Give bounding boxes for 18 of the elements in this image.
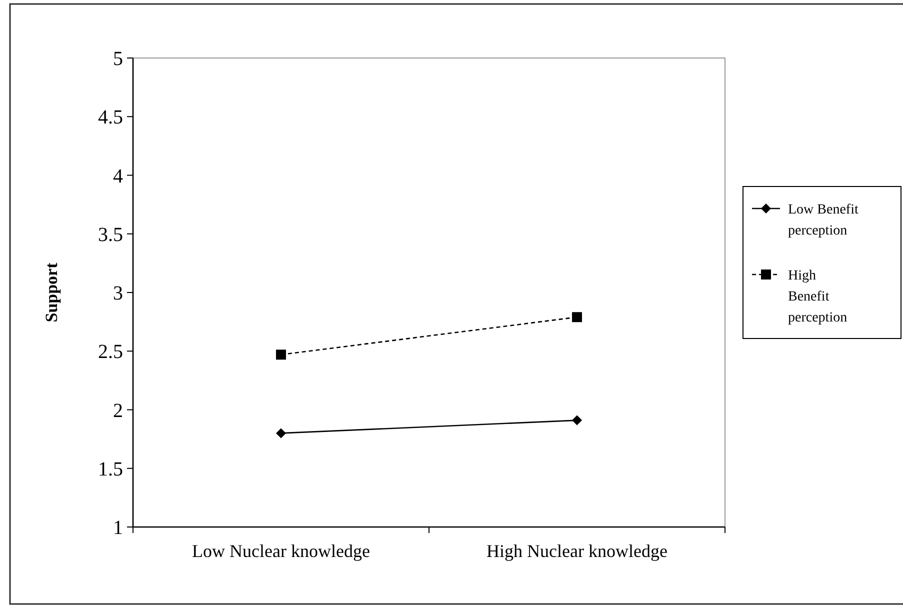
x-tick-label: High Nuclear knowledge xyxy=(486,541,668,561)
point xyxy=(276,350,286,360)
y-tick-label: 3 xyxy=(113,282,123,304)
y-axis-title: Support xyxy=(42,262,61,322)
y-tick-label: 3.5 xyxy=(98,224,123,246)
y-tick-label: 4 xyxy=(113,165,123,188)
y-tick-label: 4.5 xyxy=(98,106,123,129)
y-tick-label: 1.5 xyxy=(98,458,123,480)
x-tick-label: Low Nuclear knowledge xyxy=(192,541,370,561)
y-tick-label: 1 xyxy=(113,517,123,539)
y-tick-label: 2.5 xyxy=(98,341,123,364)
legend-label: High Benefit perception xyxy=(788,268,848,326)
point xyxy=(276,428,286,438)
y-tick-label: 2 xyxy=(113,400,123,422)
y-tick-label: 5 xyxy=(113,48,123,70)
point xyxy=(572,312,582,322)
point xyxy=(572,415,582,426)
legend-label: Low Benefit perception xyxy=(788,202,858,238)
